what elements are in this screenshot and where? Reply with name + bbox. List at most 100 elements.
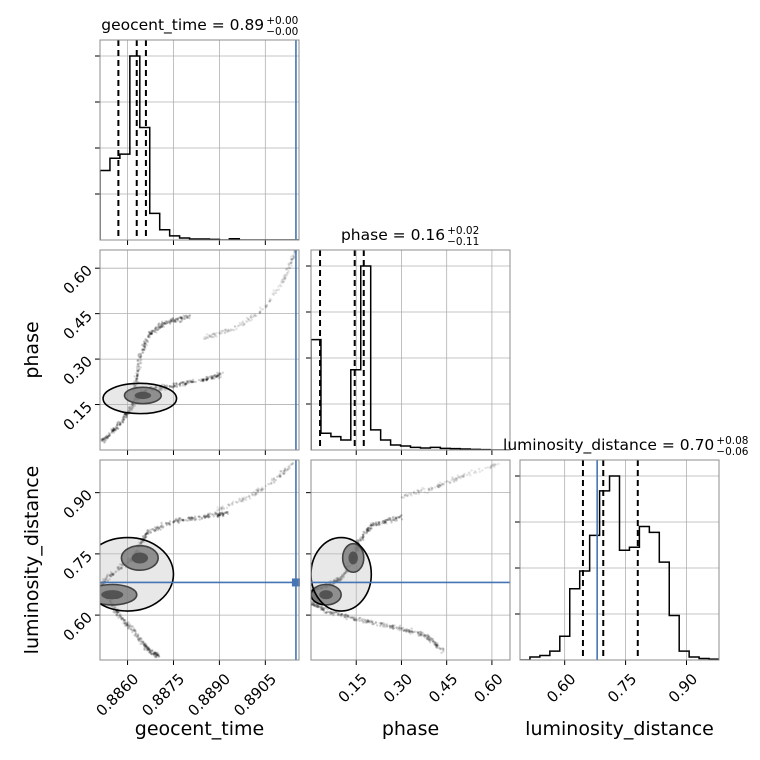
sample-point — [254, 492, 257, 495]
sample-point — [434, 645, 438, 649]
sample-point — [242, 496, 245, 499]
sample-point — [240, 497, 244, 500]
sample-point — [140, 541, 143, 545]
sample-point — [343, 613, 346, 617]
sample-point — [183, 384, 187, 387]
sample-point — [133, 385, 136, 388]
sample-point — [157, 324, 161, 327]
sample-point — [374, 621, 378, 624]
sample-point — [160, 321, 164, 325]
sample-point — [405, 629, 408, 632]
sample-point — [339, 613, 343, 616]
sample-point — [219, 376, 222, 379]
sample-point — [170, 385, 173, 389]
sample-point — [217, 376, 221, 380]
sample-point — [154, 652, 158, 655]
sample-point — [426, 491, 429, 495]
sample-point — [252, 490, 255, 494]
sample-point — [393, 624, 396, 627]
sample-point — [432, 640, 435, 643]
sample-point — [169, 385, 172, 388]
sample-point — [207, 376, 211, 379]
sample-point — [116, 424, 119, 427]
sample-point — [398, 629, 402, 632]
sample-point — [391, 627, 395, 631]
sample-point — [155, 654, 158, 658]
sample-point — [148, 336, 151, 339]
sample-point — [107, 434, 111, 437]
sample-point — [372, 523, 375, 527]
sample-point — [154, 655, 158, 659]
sample-point — [253, 494, 257, 497]
sample-point — [290, 261, 293, 265]
sample-point — [443, 481, 447, 484]
sample-point — [164, 320, 167, 323]
sample-point — [344, 613, 348, 616]
sample-point — [369, 619, 373, 622]
sample-point — [187, 381, 190, 385]
sample-point — [436, 485, 440, 489]
sample-point — [188, 518, 191, 521]
sample-point — [361, 533, 365, 537]
sample-point — [122, 622, 125, 625]
sample-point — [146, 531, 150, 535]
sample-point — [118, 421, 122, 424]
sample-point — [384, 520, 387, 524]
sample-point — [336, 578, 340, 582]
sample-point — [284, 277, 287, 280]
sample-point — [112, 429, 115, 432]
sample-point — [370, 620, 373, 624]
sample-point — [136, 374, 139, 378]
sample-point — [127, 627, 131, 630]
sample-point — [455, 479, 458, 482]
sample-point — [367, 528, 370, 532]
grid — [520, 460, 719, 660]
sample-point — [206, 377, 210, 380]
sample-point — [118, 422, 122, 425]
sample-point — [134, 634, 137, 637]
sample-point — [150, 650, 154, 653]
sample-point — [372, 522, 375, 525]
sample-point — [137, 634, 140, 638]
sample-point — [434, 641, 437, 645]
sample-point — [119, 423, 122, 426]
sample-point — [203, 337, 207, 341]
sample-point — [112, 429, 115, 433]
sample-point — [218, 372, 222, 375]
sample-point — [135, 368, 139, 371]
sample-point — [122, 619, 126, 622]
sample-point — [259, 488, 262, 491]
sample-point — [112, 428, 116, 431]
sample-point — [135, 380, 139, 383]
sample-point — [214, 373, 217, 377]
sample-point — [188, 314, 192, 317]
sample-point — [367, 529, 370, 532]
sample-point — [199, 379, 203, 383]
sample-point — [212, 332, 216, 336]
sample-point — [240, 499, 243, 502]
sample-point — [115, 612, 118, 615]
sample-point — [336, 576, 340, 580]
contour-outer — [100, 536, 175, 612]
sample-point — [308, 588, 310, 590]
sample-point — [155, 331, 158, 334]
sample-point — [103, 441, 106, 444]
sample-point — [155, 526, 158, 530]
sample-point — [110, 573, 114, 576]
sample-point — [322, 608, 325, 611]
sample-point — [117, 614, 120, 617]
sample-point — [151, 649, 154, 653]
sample-point — [402, 629, 406, 633]
sample-point — [389, 626, 392, 629]
sample-point — [135, 377, 138, 381]
sample-point — [394, 517, 398, 520]
sample-point — [201, 379, 204, 383]
sample-point — [425, 636, 429, 640]
sample-point — [395, 627, 398, 630]
sample-point — [268, 483, 271, 486]
sample-point — [221, 513, 225, 516]
sample-point — [250, 493, 254, 496]
sample-point — [188, 381, 192, 384]
sample-point — [451, 477, 454, 480]
sample-point — [279, 474, 283, 477]
